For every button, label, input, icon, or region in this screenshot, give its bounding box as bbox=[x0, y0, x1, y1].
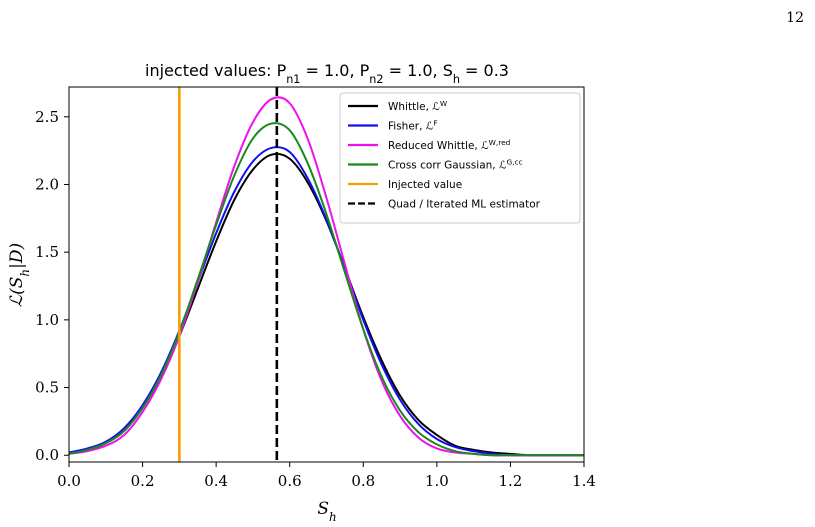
x-axis-label: Sh bbox=[317, 499, 336, 524]
y-tick-label: 2.5 bbox=[35, 108, 59, 126]
y-tick-label: 1.0 bbox=[35, 311, 59, 329]
legend-label: Whittle, ℒW bbox=[388, 99, 448, 114]
legend-label: Cross corr Gaussian, ℒG,cc bbox=[388, 157, 523, 172]
y-tick-label: 2.0 bbox=[35, 175, 59, 193]
x-tick-label: 1.2 bbox=[498, 472, 522, 490]
x-tick-label: 1.0 bbox=[425, 472, 449, 490]
page-number: 12 bbox=[786, 10, 804, 26]
series-layer bbox=[69, 96, 584, 457]
y-axis: 0.0 0.5 1.0 1.5 2.0 2.5 bbox=[35, 108, 69, 464]
chart-title: injected values: Pn1 = 1.0, Pn2 = 1.0, S… bbox=[145, 61, 509, 86]
vline-layer bbox=[178, 87, 279, 462]
y-tick-label: 0.0 bbox=[35, 446, 59, 464]
x-tick-label: 0.0 bbox=[57, 472, 81, 490]
x-tick-label: 0.2 bbox=[131, 472, 155, 490]
legend-label: Quad / Iterated ML estimator bbox=[388, 199, 541, 211]
legend-label: Reduced Whittle, ℒW,red bbox=[388, 138, 510, 153]
x-tick-label: 0.6 bbox=[278, 472, 302, 490]
legend-label: Fisher, ℒF bbox=[388, 118, 438, 133]
y-axis-label: ℒ(Sh|D) bbox=[7, 243, 32, 307]
x-tick-label: 0.8 bbox=[351, 472, 375, 490]
legend: Whittle, ℒW Fisher, ℒF Reduced Whittle, ℒW… bbox=[339, 92, 581, 224]
series-line-3 bbox=[69, 122, 584, 457]
plot-frame bbox=[68, 86, 585, 463]
y-tick-label: 1.5 bbox=[35, 243, 59, 261]
legend-label: Injected value bbox=[388, 179, 462, 191]
x-tick-label: 1.4 bbox=[572, 472, 596, 490]
x-tick-label: 0.4 bbox=[204, 472, 228, 490]
y-tick-label: 0.5 bbox=[35, 379, 59, 397]
x-axis: 0.0 0.2 0.4 0.6 0.8 1.0 1.2 1.4 bbox=[57, 462, 596, 490]
legend-box bbox=[339, 92, 581, 224]
